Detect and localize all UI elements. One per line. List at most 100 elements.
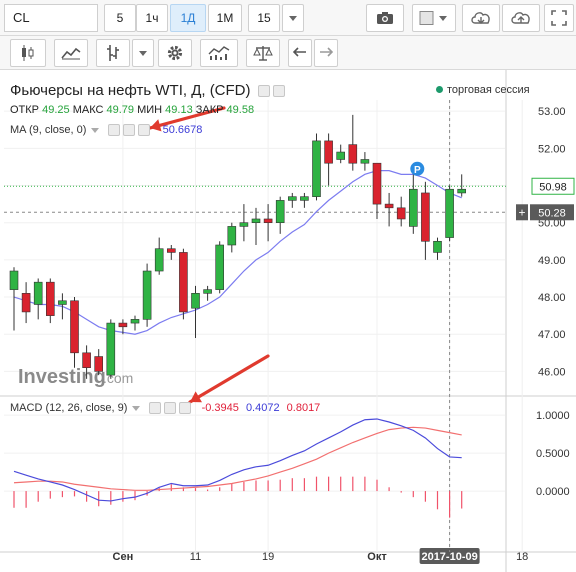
interval-5m-button[interactable]: 5 xyxy=(104,4,136,32)
marker-badge xyxy=(410,161,425,176)
x-tick-label: 2017-10-09 xyxy=(421,551,477,563)
candle-body xyxy=(106,322,116,376)
candle-body xyxy=(433,240,442,253)
eye-icon[interactable] xyxy=(148,402,161,415)
candle-body xyxy=(130,319,140,324)
macd-tick-label: 0.0000 xyxy=(536,486,570,498)
annotation-arrow-macd-head xyxy=(190,391,202,403)
x-tick-label: 19 xyxy=(262,551,274,563)
ma-value: 50.6678 xyxy=(162,124,203,136)
chart-type-dropdown[interactable] xyxy=(132,39,154,67)
candle-body xyxy=(142,270,152,320)
candle-body xyxy=(251,218,261,223)
macd-line xyxy=(13,418,462,502)
price-tick-label: 53.00 xyxy=(538,106,566,118)
area-chart-button[interactable] xyxy=(54,39,88,67)
symbol-input[interactable]: CL xyxy=(4,4,98,32)
macd-hist-value: -0.3945 xyxy=(201,402,239,414)
chart-area[interactable]: 53.0052.0051.0050.0049.0048.0047.0046.00… xyxy=(0,70,576,572)
last-price-badge xyxy=(531,177,575,195)
last-price-label: 50.98 xyxy=(539,181,567,193)
high-value: 49.79 xyxy=(106,104,135,116)
interval-1h-button[interactable]: 1ч xyxy=(136,4,168,32)
close-small-icon[interactable] xyxy=(272,85,285,98)
candle-body xyxy=(275,200,285,223)
x-tick-label: Сен xyxy=(113,551,134,563)
candle-body xyxy=(203,289,212,294)
chevron-down-icon[interactable] xyxy=(132,406,141,411)
fullscreen-icon xyxy=(551,10,567,26)
close-value: 49.58 xyxy=(226,104,255,116)
candle-body xyxy=(70,300,79,354)
redo-button[interactable] xyxy=(314,39,338,67)
price-tick-label: 52.00 xyxy=(538,143,566,155)
screenshot-button[interactable] xyxy=(366,4,404,32)
plus-icon: + xyxy=(518,205,525,219)
chart-style-button[interactable] xyxy=(412,4,456,32)
session-dot-icon xyxy=(436,86,443,93)
x-tick-label: 11 xyxy=(190,551,201,563)
indicators-button[interactable] xyxy=(200,39,238,67)
undo-button[interactable] xyxy=(288,39,312,67)
ma-legend[interactable]: MA (9, close, 0) 50.6678 xyxy=(10,124,203,137)
eye-icon[interactable] xyxy=(107,124,120,137)
interval-15-button[interactable]: 15 xyxy=(248,4,280,32)
macd-legend[interactable]: MACD (12, 26, close, 9) -0.3945 0.4072 0… xyxy=(10,402,321,415)
settings-small-icon[interactable] xyxy=(122,124,135,137)
ohlc-legend: ОТКР 49.25 МАКС 49.79 МИН 49.13 ЗАКР 49.… xyxy=(10,104,254,116)
open-value: 49.25 xyxy=(42,104,70,116)
candles-type-button[interactable] xyxy=(10,39,46,67)
bars-chart-button[interactable] xyxy=(96,39,130,67)
macd-label: MACD (12, 26, close, 9) xyxy=(10,402,128,414)
low-label: МИН xyxy=(137,104,163,116)
compare-button[interactable] xyxy=(246,39,280,67)
indicators-icon xyxy=(208,46,230,60)
candle-body xyxy=(82,352,91,368)
crosshair-plus-badge xyxy=(516,204,528,221)
gear-icon xyxy=(167,45,183,61)
candle-body xyxy=(300,196,309,201)
interval-1d-button[interactable]: 1Д xyxy=(170,4,206,32)
macd-signal-value: 0.8017 xyxy=(286,402,321,414)
undo-icon xyxy=(293,47,306,57)
settings-small-icon[interactable] xyxy=(163,402,176,415)
close-small-icon[interactable] xyxy=(137,124,150,137)
candle-body xyxy=(336,151,346,160)
annotation-arrow-macd xyxy=(188,354,270,404)
candle-body xyxy=(384,203,394,209)
settings-small-icon[interactable] xyxy=(257,85,270,98)
price-tick-label: 48.00 xyxy=(538,292,566,304)
settings-button[interactable] xyxy=(158,39,192,67)
candle-body xyxy=(312,140,321,197)
close-small-icon[interactable] xyxy=(178,402,191,415)
low-value: 49.13 xyxy=(165,104,193,116)
ma-label: MA (9, close, 0) xyxy=(10,124,87,136)
candle-body xyxy=(263,218,273,223)
top-toolbar: CL 5 1ч 1Д 1М 15 xyxy=(0,0,576,36)
interval-dropdown-button[interactable] xyxy=(282,4,304,32)
candle-body xyxy=(457,188,467,194)
candle-body xyxy=(118,322,128,328)
candle-body xyxy=(45,281,55,316)
price-tick-label: 47.00 xyxy=(538,329,566,341)
macd-value: 0.4072 xyxy=(245,402,280,414)
fullscreen-button[interactable] xyxy=(544,4,574,32)
cloud-upload-icon xyxy=(511,12,530,24)
chevron-down-icon[interactable] xyxy=(91,128,100,133)
x-tick-label: 18 xyxy=(516,551,528,563)
cloud-download-button[interactable] xyxy=(462,4,500,32)
price-chart[interactable]: 53.0052.0051.0050.0049.0048.0047.0046.00… xyxy=(0,70,576,572)
open-label: ОТКР xyxy=(10,104,40,116)
chevron-down-icon xyxy=(289,15,297,21)
cloud-download-icon xyxy=(471,12,490,24)
candle-body xyxy=(372,162,382,205)
interval-1m-button[interactable]: 1М xyxy=(208,4,242,32)
candle-body xyxy=(445,188,454,238)
cloud-upload-button[interactable] xyxy=(502,4,540,32)
scales-icon xyxy=(253,46,273,61)
macd-signal-line xyxy=(13,426,462,491)
area-chart-icon xyxy=(61,47,81,60)
instrument-title: Фьючерсы на нефть WTI, Д, (CFD) xyxy=(10,82,251,99)
candle-body xyxy=(191,293,200,309)
candle-body xyxy=(21,293,31,313)
